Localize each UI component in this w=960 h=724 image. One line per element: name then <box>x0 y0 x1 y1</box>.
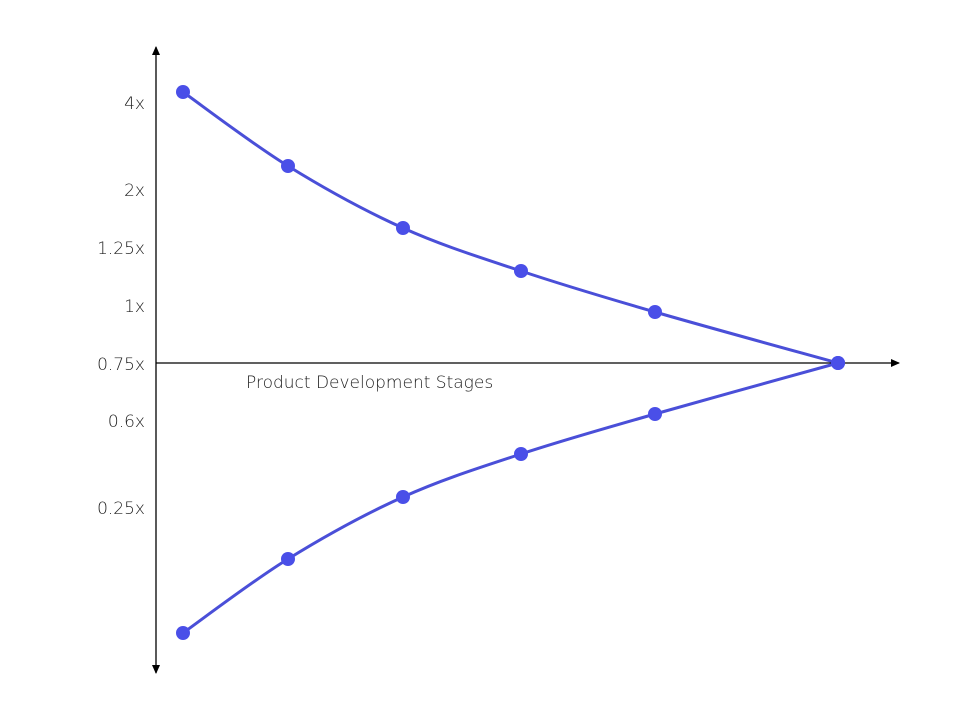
x-axis-label: Product Development Stages <box>246 373 493 393</box>
stage-point <box>514 264 528 278</box>
y-label: 0.6x <box>108 412 145 432</box>
y-label: 2x <box>124 181 145 201</box>
y-label: 0.75x <box>97 355 145 375</box>
y-label: 0.25x <box>97 499 145 519</box>
y-label: 1.25x <box>97 239 145 259</box>
stage-point <box>514 447 528 461</box>
stage-point <box>281 159 295 173</box>
stage-point <box>176 85 190 99</box>
y-label: 1x <box>124 297 145 317</box>
upper-bound-curve <box>182 90 839 365</box>
lower-bound-curve <box>182 361 839 635</box>
stage-point <box>176 626 190 640</box>
stage-point <box>281 552 295 566</box>
stage-point <box>648 407 662 421</box>
stage-point <box>648 305 662 319</box>
y-label: 4x <box>124 94 145 114</box>
stage-point <box>396 221 410 235</box>
stage-point <box>396 490 410 504</box>
stage-point <box>831 356 845 370</box>
